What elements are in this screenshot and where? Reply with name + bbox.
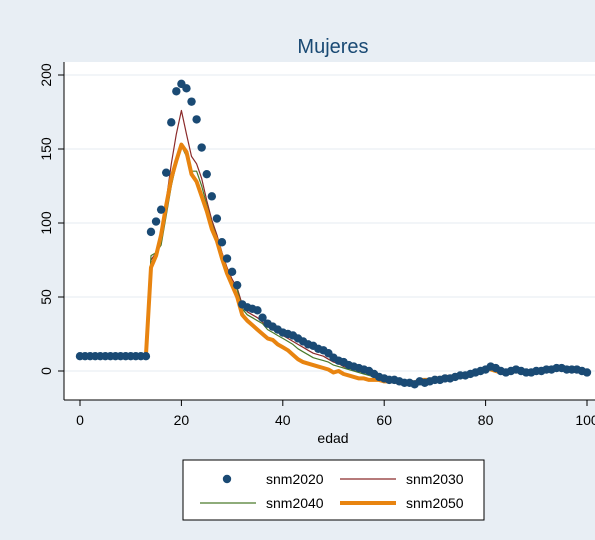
legend: snm2020 snm2030 snm2040 snm2050 <box>182 459 485 521</box>
axes: 0 50 100 150 200 0 20 40 60 80 100 <box>38 62 595 428</box>
data-point-snm2020 <box>207 192 217 201</box>
y-tick-label: 0 <box>38 367 54 375</box>
x-tick-label: 0 <box>76 412 84 428</box>
data-point-snm2020 <box>192 115 201 124</box>
data-point-snm2020 <box>151 217 161 226</box>
data-point-snm2020 <box>258 313 267 322</box>
data-point-snm2020 <box>222 254 232 263</box>
series-layer <box>75 79 592 389</box>
chart-title: Mujeres <box>297 36 368 58</box>
data-point-snm2020 <box>156 205 166 214</box>
y-tick-label: 50 <box>38 289 54 305</box>
x-axis-label: edad <box>317 430 348 446</box>
data-point-snm2020 <box>172 87 181 96</box>
y-tick-label: 100 <box>38 211 54 235</box>
data-point-snm2020 <box>253 306 262 315</box>
legend-marker-snm2020 <box>222 474 232 484</box>
data-point-snm2020 <box>167 118 176 127</box>
x-tick-label: 100 <box>575 412 595 428</box>
data-point-snm2020 <box>187 97 196 106</box>
data-point-snm2020 <box>212 214 222 223</box>
legend-label-snm2050: snm2050 <box>406 495 464 511</box>
data-point-snm2020 <box>161 168 171 177</box>
data-point-snm2020 <box>227 267 237 277</box>
legend-box <box>182 459 485 521</box>
data-point-snm2020 <box>197 143 206 152</box>
data-point-snm2020 <box>146 227 156 237</box>
x-tick-label: 60 <box>376 412 392 428</box>
data-point-snm2020 <box>582 368 592 377</box>
x-tick-label: 40 <box>275 412 291 428</box>
legend-label-snm2030: snm2030 <box>406 471 464 487</box>
legend-label-snm2040: snm2040 <box>266 495 324 511</box>
data-point-snm2020 <box>202 169 211 179</box>
x-tick-label: 20 <box>174 412 190 428</box>
y-tick-label: 150 <box>38 137 54 161</box>
legend-label-snm2020: snm2020 <box>266 471 324 487</box>
x-tick-label: 80 <box>478 412 494 428</box>
data-point-snm2020 <box>182 84 191 93</box>
y-tick-label: 200 <box>38 63 54 87</box>
data-point-snm2020 <box>232 280 242 290</box>
data-point-snm2020 <box>217 238 227 247</box>
data-point-snm2020 <box>141 352 151 361</box>
